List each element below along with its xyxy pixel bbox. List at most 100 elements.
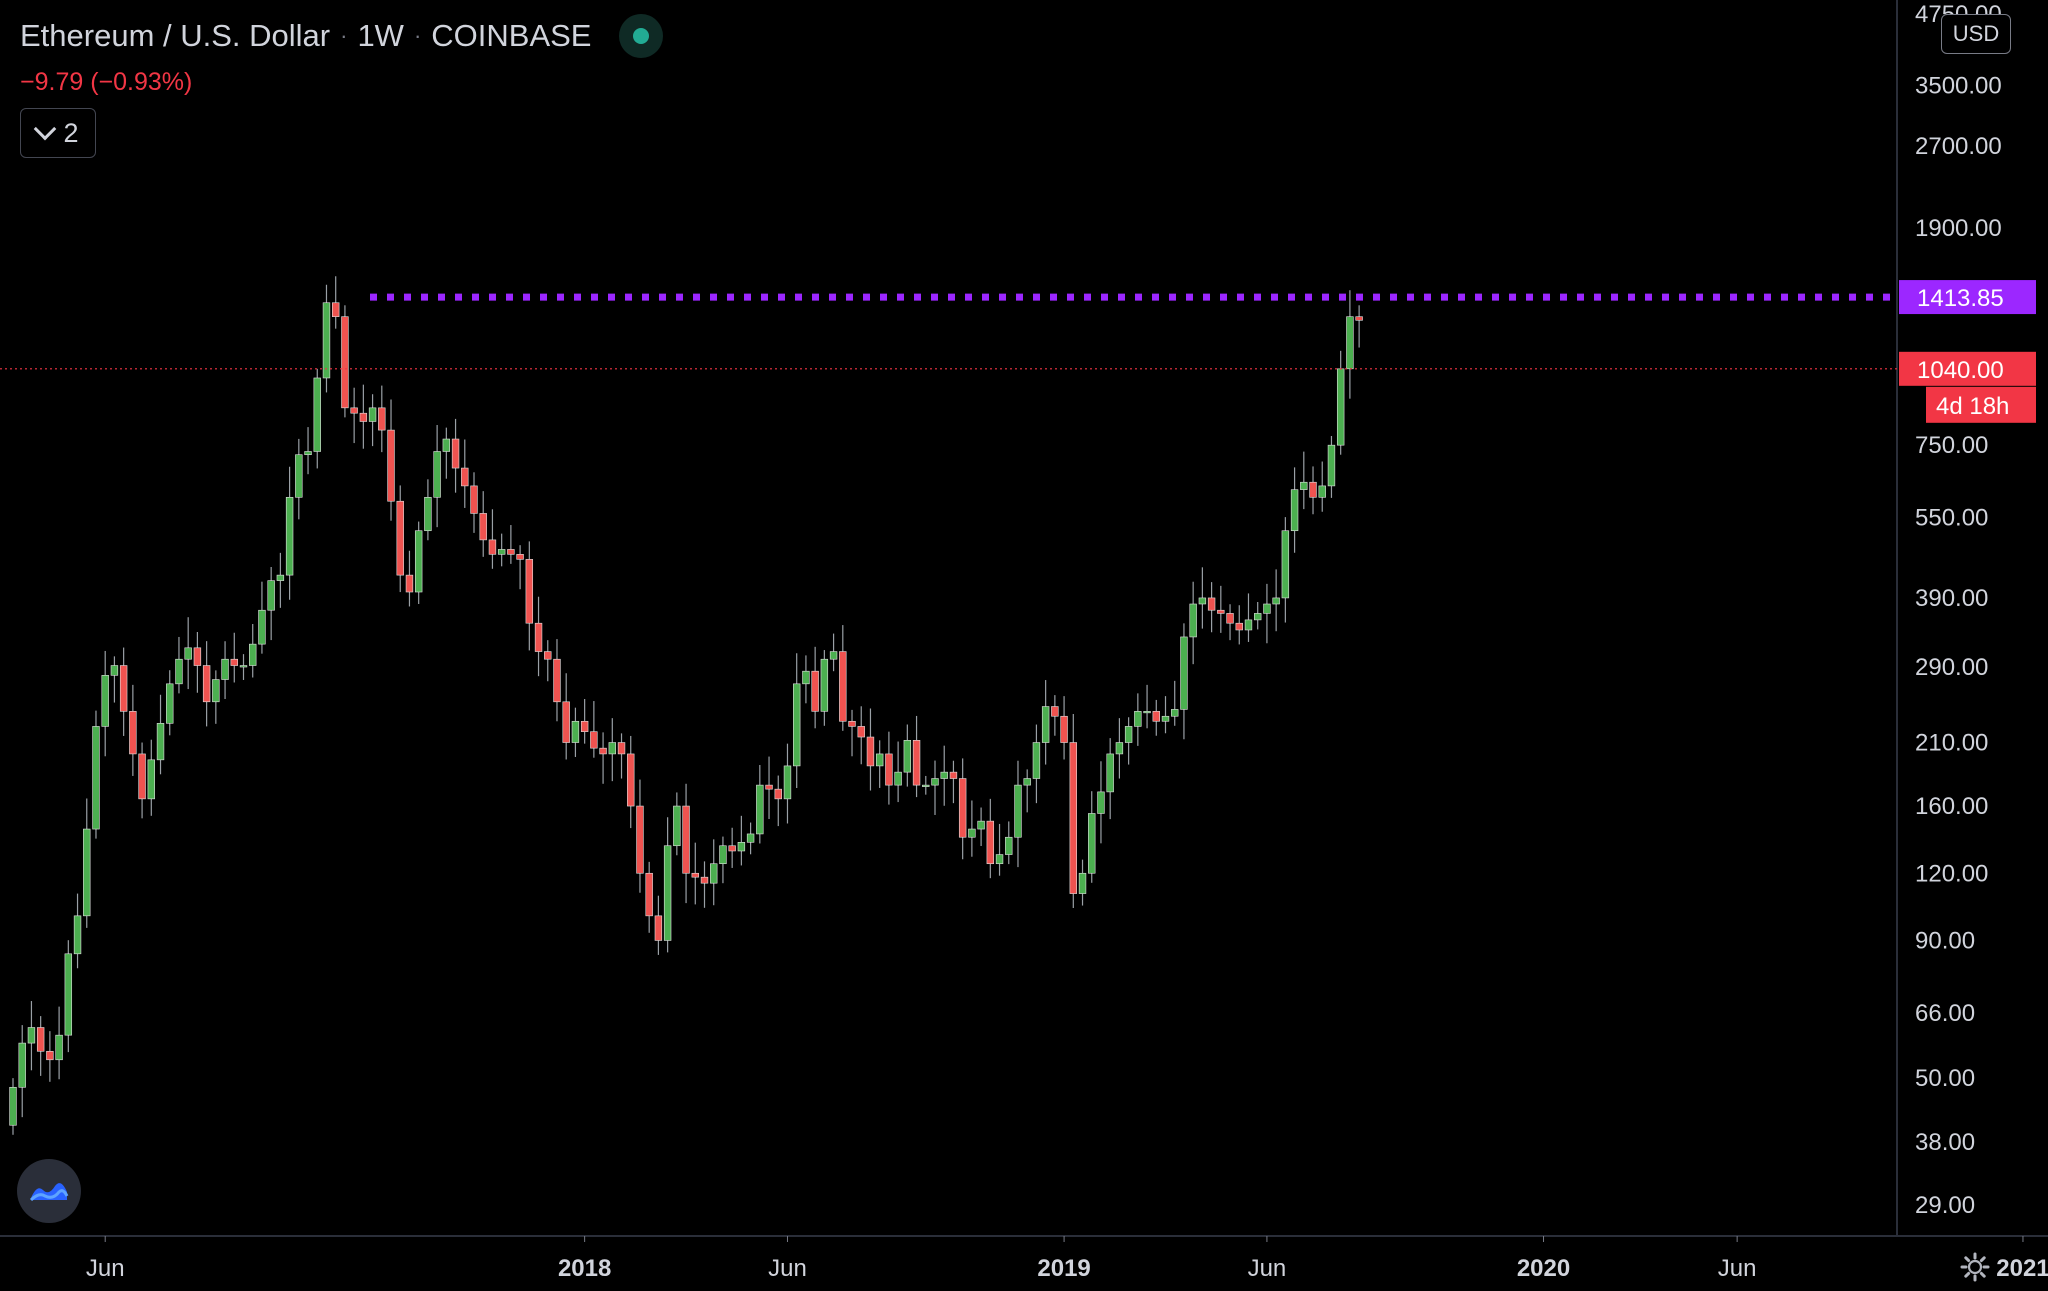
candle-body[interactable] <box>1124 726 1133 743</box>
candle-body[interactable] <box>931 778 939 786</box>
candle-body[interactable] <box>110 665 119 676</box>
candle-body[interactable] <box>1088 813 1096 874</box>
candle-body[interactable] <box>903 740 912 773</box>
candle-body[interactable] <box>700 876 709 884</box>
candle-body[interactable] <box>1355 316 1363 321</box>
candle-body[interactable] <box>55 1034 63 1061</box>
candle-body[interactable] <box>295 454 303 498</box>
candle-body[interactable] <box>866 736 875 767</box>
gear-icon[interactable] <box>1960 1252 1990 1282</box>
candle-body[interactable] <box>719 845 727 865</box>
candle-body[interactable] <box>92 726 100 830</box>
candle-body[interactable] <box>977 820 985 830</box>
currency-button[interactable]: USD <box>1941 14 2011 54</box>
candle-body[interactable] <box>746 833 755 843</box>
candle-body[interactable] <box>958 778 967 838</box>
candle-body[interactable] <box>166 683 174 724</box>
candle-body[interactable] <box>1161 715 1170 722</box>
candle-body[interactable] <box>1309 481 1317 498</box>
candle-body[interactable] <box>322 302 331 379</box>
candle-body[interactable] <box>802 670 810 685</box>
candle-body[interactable] <box>894 771 902 786</box>
candle-body[interactable] <box>239 665 248 668</box>
candle-body[interactable] <box>1171 709 1179 717</box>
candle-body[interactable] <box>645 872 653 917</box>
candle-body[interactable] <box>350 407 358 414</box>
candle-body[interactable] <box>479 513 487 541</box>
candle-body[interactable] <box>1014 784 1022 838</box>
candle-body[interactable] <box>1005 836 1013 855</box>
candle-body[interactable] <box>101 675 109 727</box>
candle-body[interactable] <box>986 820 995 865</box>
candle-body[interactable] <box>9 1086 17 1126</box>
candle-body[interactable] <box>516 554 524 560</box>
candle-body[interactable] <box>387 429 395 502</box>
candle-body[interactable] <box>811 670 819 712</box>
candle-body[interactable] <box>756 784 764 835</box>
candle-body[interactable] <box>922 784 930 787</box>
candle-body[interactable] <box>580 720 589 732</box>
candle-body[interactable] <box>313 377 321 452</box>
candle-body[interactable] <box>525 559 534 624</box>
candle-body[interactable] <box>940 771 948 779</box>
candle-body[interactable] <box>1032 742 1041 779</box>
candle-body[interactable] <box>129 711 137 755</box>
candle-body[interactable] <box>1041 706 1050 743</box>
candle-body[interactable] <box>1272 597 1280 605</box>
candle-body[interactable] <box>1180 636 1188 710</box>
candle-body[interactable] <box>1115 742 1124 755</box>
candle-body[interactable] <box>73 915 82 955</box>
candle-body[interactable] <box>1263 603 1271 614</box>
candle-body[interactable] <box>331 302 340 317</box>
candle-body[interactable] <box>857 726 865 738</box>
candle-body[interactable] <box>1069 742 1078 894</box>
candle-body[interactable] <box>848 720 856 727</box>
candle-body[interactable] <box>202 665 211 703</box>
candle-body[interactable] <box>27 1027 36 1044</box>
candle-body[interactable] <box>258 609 266 645</box>
candle-body[interactable] <box>663 845 672 941</box>
candle-body[interactable] <box>433 451 441 498</box>
candle-body[interactable] <box>949 771 958 779</box>
candle-body[interactable] <box>1078 872 1087 894</box>
candle-body[interactable] <box>829 651 838 660</box>
candle-body[interactable] <box>885 753 893 786</box>
candle-body[interactable] <box>737 842 746 852</box>
candle-body[interactable] <box>839 651 847 722</box>
candle-body[interactable] <box>599 747 607 755</box>
candle-body[interactable] <box>304 451 312 456</box>
candle-body[interactable] <box>175 658 183 685</box>
candle-body[interactable] <box>359 412 368 422</box>
candle-body[interactable] <box>774 788 782 800</box>
candle-body[interactable] <box>682 805 690 874</box>
candle-body[interactable] <box>212 679 220 703</box>
candle-body[interactable] <box>451 438 460 469</box>
candle-body[interactable] <box>147 759 155 800</box>
candle-body[interactable] <box>461 467 469 487</box>
symbol-row[interactable]: Ethereum / U.S. Dollar · 1W · COINBASE <box>20 14 664 58</box>
candle-body[interactable] <box>1060 715 1068 743</box>
candle-body[interactable] <box>396 500 404 576</box>
candle-body[interactable] <box>470 485 478 514</box>
candle-body[interactable] <box>221 658 229 680</box>
market-open-dot-icon[interactable] <box>619 14 664 58</box>
candle-body[interactable] <box>267 580 275 611</box>
candle-body[interactable] <box>571 720 580 743</box>
candle-body[interactable] <box>488 539 497 555</box>
candle-body[interactable] <box>46 1050 54 1061</box>
candle-body[interactable] <box>193 647 202 666</box>
candle-body[interactable] <box>1281 530 1290 599</box>
candle-body[interactable] <box>544 651 552 660</box>
candle-body[interactable] <box>673 805 681 847</box>
candle-body[interactable] <box>1051 706 1059 717</box>
candle-body[interactable] <box>1134 711 1142 727</box>
candle-body[interactable] <box>968 828 976 838</box>
candle-body[interactable] <box>156 723 165 761</box>
candle-body[interactable] <box>405 574 414 593</box>
candle-body[interactable] <box>1318 485 1326 498</box>
candle-body[interactable] <box>562 701 570 743</box>
candle-body[interactable] <box>553 658 561 703</box>
candle-body[interactable] <box>1327 444 1336 487</box>
candle-body[interactable] <box>1152 711 1160 722</box>
